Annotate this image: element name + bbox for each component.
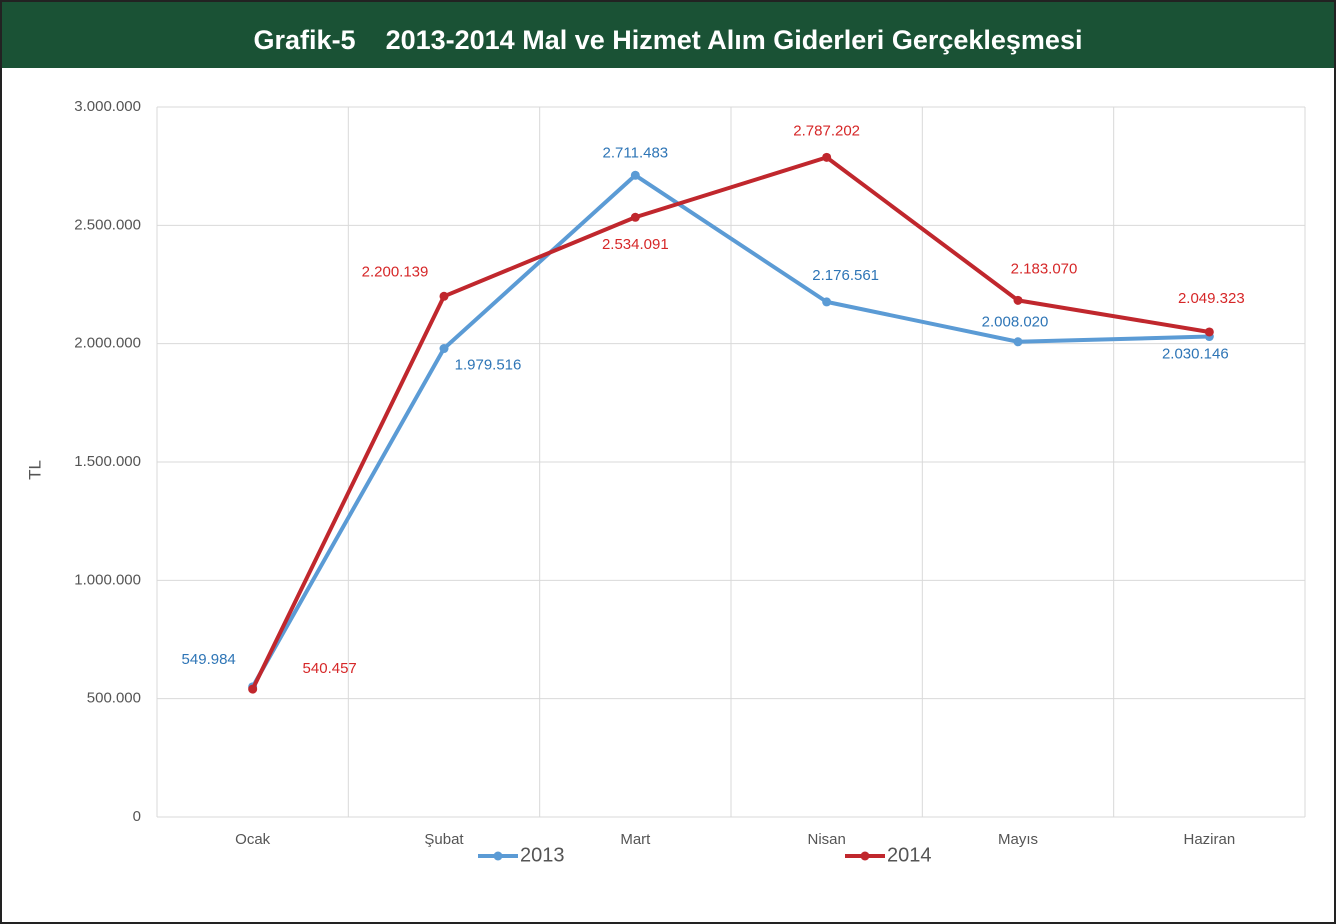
point xyxy=(439,344,449,354)
data-label: 1.979.516 xyxy=(455,356,522,373)
x-tick-label: Mayıs xyxy=(998,831,1038,848)
point xyxy=(248,684,258,694)
legend-label: 2013 xyxy=(520,844,565,866)
data-label: 2.787.202 xyxy=(793,122,860,139)
data-label: 2.200.139 xyxy=(362,263,429,280)
point xyxy=(1013,337,1023,347)
data-label: 2.049.323 xyxy=(1178,290,1245,307)
legend-marker xyxy=(493,851,503,861)
point xyxy=(822,152,832,162)
data-label: 2.176.561 xyxy=(812,267,879,284)
point xyxy=(1013,295,1023,305)
data-label: 2.008.020 xyxy=(982,314,1049,331)
series-line xyxy=(250,155,1210,690)
y-tick-label: 500.000 xyxy=(87,690,141,707)
x-tick-label: Haziran xyxy=(1183,831,1235,848)
point xyxy=(630,170,640,180)
point xyxy=(439,291,449,301)
legend-marker xyxy=(860,851,870,861)
series-line xyxy=(250,173,1210,688)
y-tick-label: 0 xyxy=(133,808,141,825)
header-bar xyxy=(2,2,1334,68)
chart-title: Grafik-5 2013-2014 Mal ve Hizmet Alım Gi… xyxy=(254,25,1083,55)
y-tick-label: 2.500.000 xyxy=(74,216,141,233)
x-tick-label: Mart xyxy=(620,831,651,848)
x-tick-label: Ocak xyxy=(235,831,271,848)
x-tick-label: Nisan xyxy=(807,831,845,848)
y-tick-label: 1.000.000 xyxy=(74,571,141,588)
point xyxy=(1204,327,1214,337)
data-label: 2.711.483 xyxy=(603,144,669,161)
y-tick-label: 2.000.000 xyxy=(74,335,141,352)
data-label: 549.984 xyxy=(182,651,236,668)
point xyxy=(630,212,640,222)
data-label: 2.030.146 xyxy=(1162,346,1229,363)
point xyxy=(822,297,832,307)
x-tick-label: Şubat xyxy=(424,831,464,848)
y-tick-label: 3.000.000 xyxy=(74,98,141,115)
y-axis-label: TL xyxy=(25,460,44,480)
data-label: 2.183.070 xyxy=(1011,260,1078,277)
y-tick-label: 1.500.000 xyxy=(74,453,141,470)
legend-label: 2014 xyxy=(887,844,932,866)
data-label: 2.534.091 xyxy=(602,236,669,253)
data-label: 540.457 xyxy=(303,660,357,677)
